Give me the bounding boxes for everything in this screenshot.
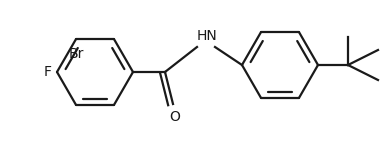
Text: HN: HN bbox=[197, 29, 218, 43]
Text: O: O bbox=[170, 110, 181, 124]
Text: Br: Br bbox=[68, 47, 84, 61]
Text: F: F bbox=[44, 65, 52, 79]
